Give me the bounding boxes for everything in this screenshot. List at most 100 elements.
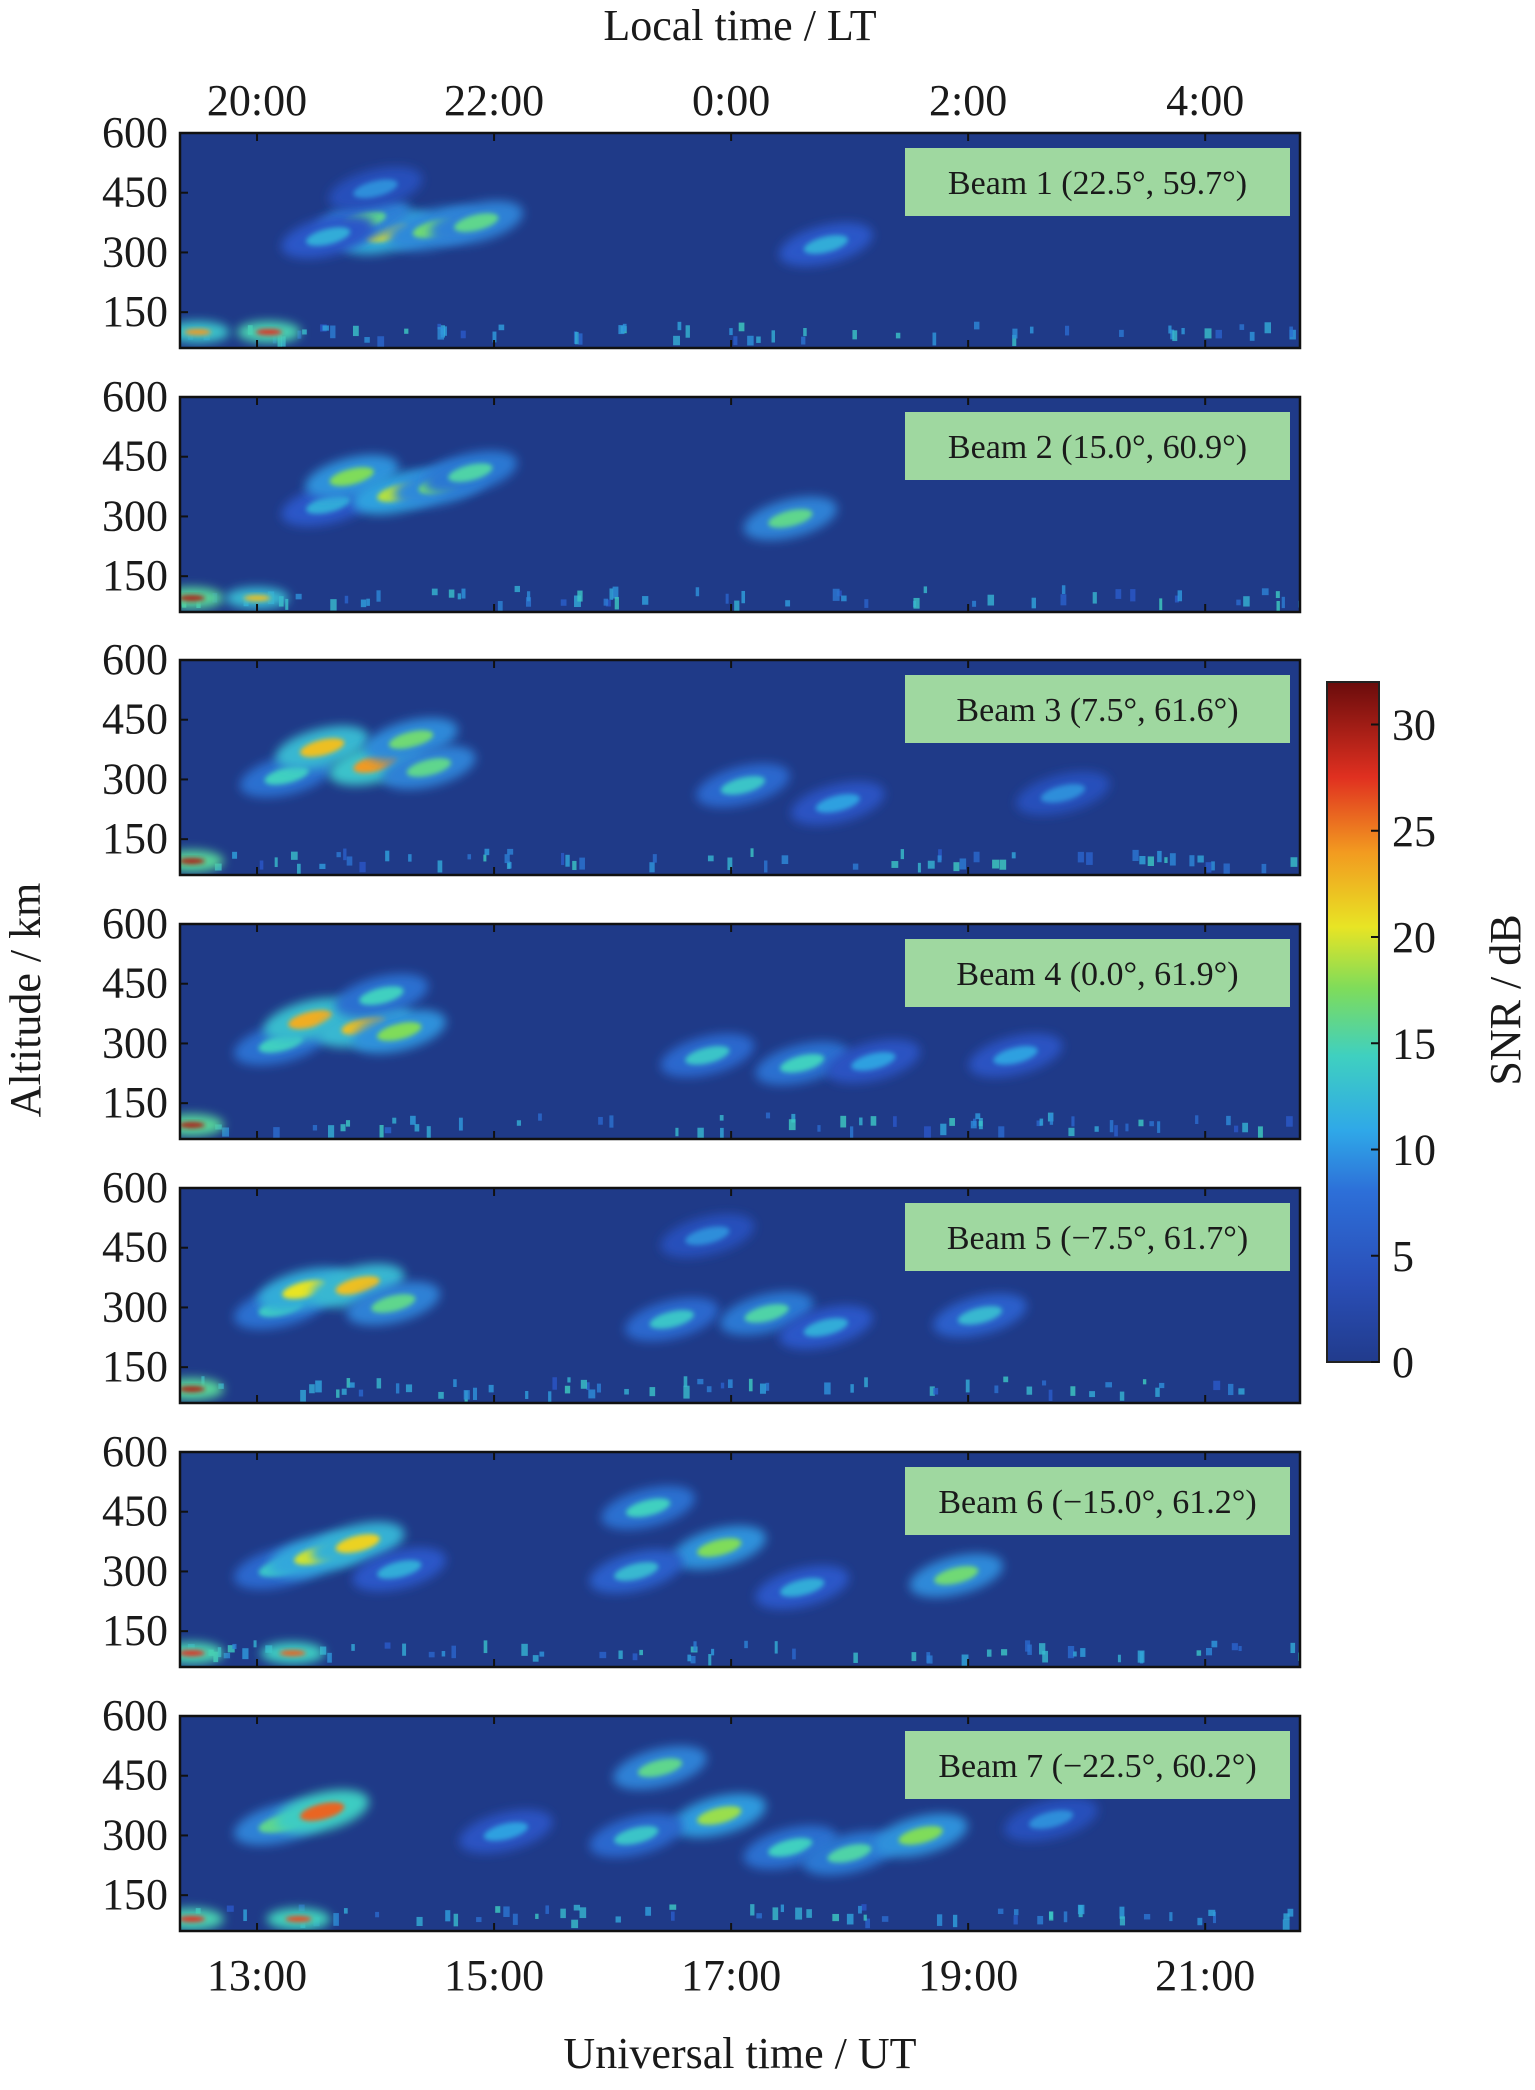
noise-speck <box>1142 1379 1147 1385</box>
noise-speck <box>453 1379 457 1388</box>
noise-speck <box>1094 1126 1099 1132</box>
noise-speck <box>685 325 690 338</box>
noise-speck <box>649 1387 656 1397</box>
noise-speck <box>1013 1909 1019 1916</box>
y-tick-label: 450 <box>102 1223 168 1272</box>
snr-blob <box>697 1806 742 1825</box>
noise-speck <box>1238 1646 1242 1652</box>
noise-speck <box>1067 1646 1075 1659</box>
noise-speck <box>315 1380 322 1393</box>
noise-speck <box>1039 1118 1044 1126</box>
noise-speck <box>795 1907 803 1920</box>
noise-speck <box>748 1378 753 1392</box>
noise-speck <box>571 1919 579 1929</box>
snr-blob <box>815 793 860 813</box>
noise-speck <box>975 1113 981 1120</box>
noise-speck <box>923 586 928 594</box>
noise-speck <box>408 854 412 862</box>
noise-speck <box>539 1651 545 1657</box>
noise-speck <box>926 1655 933 1664</box>
noise-speck <box>1060 594 1067 606</box>
noise-speck <box>327 1125 335 1138</box>
noise-speck <box>624 1388 629 1395</box>
noise-speck <box>1137 1650 1145 1663</box>
noise-speck <box>402 1643 407 1656</box>
panel-beam-4: 600 450 300 150 Beam 4 (0.0°, 61.9°) <box>102 899 1302 1141</box>
noise-speck <box>612 586 619 599</box>
noise-speck <box>1281 596 1285 609</box>
noise-speck <box>426 1126 431 1139</box>
noise-speck <box>232 851 238 859</box>
noise-speck <box>1211 1640 1218 1648</box>
noise-speck <box>864 599 869 608</box>
snr-blob <box>483 1822 529 1841</box>
noise-speck <box>806 1909 812 1918</box>
noise-speck <box>497 601 503 612</box>
noise-speck <box>285 598 289 610</box>
noise-speck <box>961 1654 969 1667</box>
snr-blob <box>744 1304 789 1323</box>
noise-speck <box>1092 592 1097 604</box>
noise-speck <box>504 854 510 864</box>
noise-speck <box>1238 1388 1245 1395</box>
snr-blob <box>768 1838 813 1857</box>
noise-speck <box>561 852 565 866</box>
noise-speck <box>366 598 370 606</box>
y-tick-label: 600 <box>102 108 168 157</box>
y-axis-title: Altitude / km <box>1 883 50 1118</box>
noise-speck <box>345 1120 351 1127</box>
noise-speck <box>1257 1126 1263 1139</box>
noise-speck <box>622 323 627 332</box>
noise-speck <box>1125 1123 1129 1132</box>
noise-speck <box>719 1115 724 1121</box>
noise-speck <box>309 1384 315 1394</box>
noise-speck <box>1249 331 1255 341</box>
noise-speck <box>545 1905 549 1914</box>
beam-label: Beam 2 (15.0°, 60.9°) <box>948 429 1247 466</box>
snr-blob <box>780 1053 825 1073</box>
noise-speck <box>596 1383 601 1393</box>
panels: 600 450 300 150 Beam 1 (22.5°, 59.7°) 600 450 3… <box>102 108 1302 1933</box>
noise-speck <box>832 588 840 601</box>
colorbar-tick-label: 15 <box>1392 1019 1436 1068</box>
noise-speck <box>1283 1913 1290 1920</box>
colorbar-tick-label: 30 <box>1392 701 1436 750</box>
noise-speck <box>410 1115 416 1125</box>
noise-speck <box>734 600 740 612</box>
noise-speck <box>697 1378 704 1385</box>
snr-blob <box>697 1538 742 1557</box>
noise-speck <box>226 1905 234 1912</box>
noise-speck <box>864 1377 868 1388</box>
noise-speck <box>744 1640 748 1649</box>
noise-speck <box>1208 1909 1216 1916</box>
noise-speck <box>917 862 921 873</box>
noise-speck <box>431 588 438 596</box>
noise-speck <box>580 1379 587 1389</box>
bottom-tick-label: 19:00 <box>918 1951 1018 2000</box>
y-tick-label: 300 <box>102 754 168 803</box>
noise-speck <box>801 336 806 345</box>
noise-speck <box>1115 589 1122 599</box>
noise-speck <box>725 593 729 604</box>
noise-speck <box>817 1125 821 1132</box>
noise-speck <box>853 1652 858 1663</box>
panel-beam-6: 600 450 300 150 Beam 6 (−15.0°, 61.2°) <box>102 1427 1302 1669</box>
noise-speck <box>300 1389 306 1402</box>
noise-speck <box>994 1385 999 1394</box>
snr-blob <box>614 1562 659 1581</box>
noise-speck <box>1073 1651 1077 1657</box>
noise-speck <box>706 1386 712 1393</box>
snr-blob <box>285 1916 312 1923</box>
noise-speck <box>840 1115 847 1128</box>
noise-speck <box>1071 1116 1075 1127</box>
panel-beam-2: 600 450 300 150 Beam 2 (15.0°, 60.9°) <box>102 372 1302 614</box>
noise-speck <box>729 328 733 336</box>
noise-speck <box>463 1390 470 1400</box>
noise-speck <box>1205 1647 1213 1656</box>
noise-speck <box>933 1387 939 1395</box>
noise-speck <box>852 863 859 870</box>
colorbar-tick-label: 10 <box>1392 1126 1436 1175</box>
noise-speck <box>1159 1382 1165 1389</box>
noise-speck <box>376 590 381 602</box>
noise-speck <box>936 1914 943 1926</box>
